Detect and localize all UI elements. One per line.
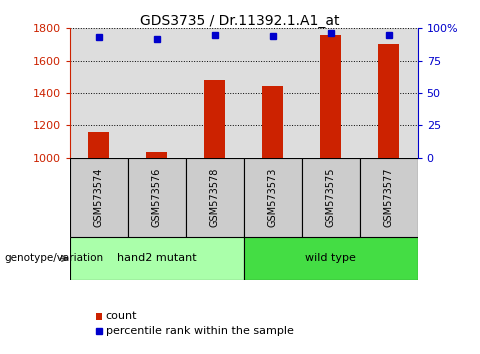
- Bar: [263, 86, 283, 158]
- Bar: [70, 237, 243, 280]
- Bar: [128, 158, 186, 237]
- Text: GSM573575: GSM573575: [325, 167, 336, 227]
- Bar: [243, 158, 301, 237]
- Text: GSM573573: GSM573573: [268, 168, 277, 227]
- Bar: [301, 158, 360, 237]
- Bar: [146, 152, 167, 158]
- Bar: [70, 158, 128, 237]
- Bar: [204, 80, 225, 158]
- Text: GSM573576: GSM573576: [152, 168, 162, 227]
- Text: GSM573577: GSM573577: [384, 167, 394, 227]
- Bar: [378, 45, 399, 158]
- Bar: [360, 158, 418, 237]
- Text: GSM573578: GSM573578: [210, 168, 219, 227]
- Bar: [321, 35, 341, 158]
- Bar: [88, 132, 109, 158]
- Text: wild type: wild type: [305, 253, 356, 263]
- Text: hand2 mutant: hand2 mutant: [117, 253, 196, 263]
- Bar: [243, 237, 418, 280]
- Text: percentile rank within the sample: percentile rank within the sample: [106, 326, 293, 336]
- Text: genotype/variation: genotype/variation: [5, 253, 104, 263]
- Text: count: count: [106, 312, 137, 321]
- Text: GSM573574: GSM573574: [94, 168, 104, 227]
- Text: GDS3735 / Dr.11392.1.A1_at: GDS3735 / Dr.11392.1.A1_at: [140, 14, 340, 28]
- Bar: [186, 158, 243, 237]
